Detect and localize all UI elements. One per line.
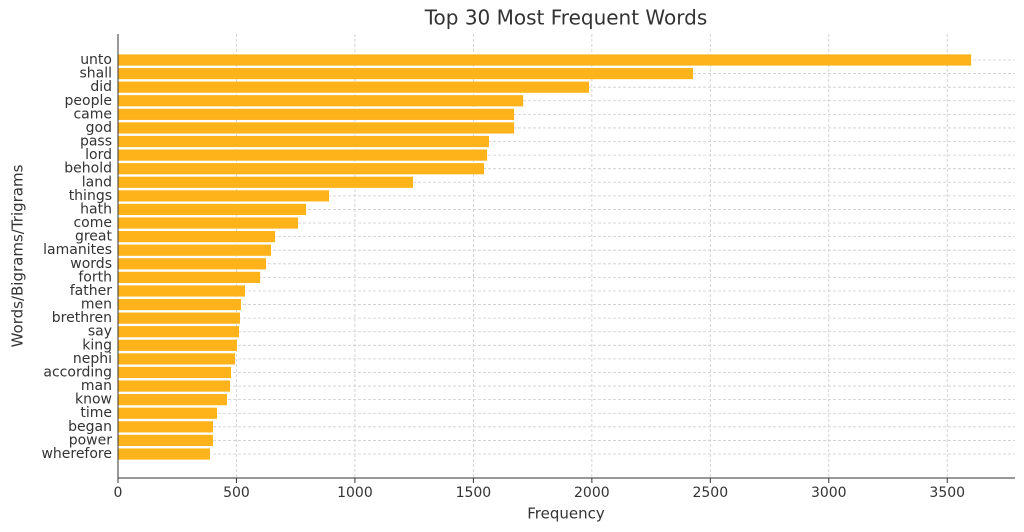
y-tick-label: man xyxy=(81,378,112,394)
y-tick-label: did xyxy=(90,79,112,95)
y-tick-label: wherefore xyxy=(41,446,112,462)
y-tick-label: nephi xyxy=(73,351,112,367)
bar xyxy=(118,434,214,447)
bar xyxy=(118,312,241,324)
y-tick-label: come xyxy=(73,215,112,231)
bar xyxy=(118,108,515,120)
bar xyxy=(118,244,272,256)
y-tick-label: great xyxy=(75,229,113,245)
bar xyxy=(118,217,299,229)
bar xyxy=(118,122,515,134)
y-tick-label: lord xyxy=(85,147,112,163)
y-tick-label: lamanites xyxy=(43,242,112,258)
x-tick-label: 0 xyxy=(114,485,123,501)
bar xyxy=(118,407,218,419)
y-tick-label: know xyxy=(75,392,112,408)
y-tick-label: hath xyxy=(80,201,112,217)
y-tick-label: behold xyxy=(64,161,112,177)
y-tick-label: shall xyxy=(79,66,112,82)
y-tick-label: power xyxy=(69,432,113,448)
y-axis-label: Words/Bigrams/Trigrams xyxy=(9,164,27,347)
x-tick-label: 500 xyxy=(223,485,250,501)
bar xyxy=(118,95,524,107)
bar xyxy=(118,149,488,161)
y-tick-label: things xyxy=(69,188,112,204)
y-tick-label: god xyxy=(86,120,112,136)
bar xyxy=(118,203,307,216)
x-axis-label: Frequency xyxy=(527,505,605,523)
bar xyxy=(118,421,214,433)
y-tick-label: brethren xyxy=(52,310,112,326)
chart-title: Top 30 Most Frequent Words xyxy=(424,6,708,30)
bar xyxy=(118,380,231,392)
bar xyxy=(118,298,241,311)
y-tick-label: pass xyxy=(80,134,112,150)
y-tick-label: forth xyxy=(78,269,112,285)
y-tick-label: words xyxy=(70,256,112,272)
bar xyxy=(118,81,590,93)
y-tick-label: men xyxy=(81,297,112,313)
bar xyxy=(118,176,413,188)
bar xyxy=(118,258,267,270)
bar xyxy=(118,231,276,243)
y-tick-label: unto xyxy=(80,52,112,68)
y-tick-label: time xyxy=(80,405,112,421)
y-tick-label: came xyxy=(73,106,112,122)
bar xyxy=(118,135,490,148)
y-tick-label: began xyxy=(68,419,112,435)
y-tick-label: people xyxy=(65,93,112,109)
bar xyxy=(118,353,236,365)
bar xyxy=(118,394,227,406)
y-tick-label: say xyxy=(88,324,112,340)
bar xyxy=(118,448,210,460)
bar xyxy=(118,339,237,351)
y-tick-label: father xyxy=(70,283,112,299)
bar xyxy=(118,54,972,66)
x-tick-label: 2000 xyxy=(574,485,610,501)
x-tick-label: 3500 xyxy=(929,485,965,501)
bar xyxy=(118,326,240,338)
bar xyxy=(118,190,330,202)
x-tick-label: 3000 xyxy=(811,485,847,501)
x-tick-label: 2500 xyxy=(692,485,728,501)
y-tick-label: according xyxy=(43,364,112,380)
y-tick-label: king xyxy=(82,337,112,353)
y-tick-label: land xyxy=(82,174,112,190)
bar xyxy=(118,163,485,175)
x-tick-label: 1000 xyxy=(337,485,373,501)
bar xyxy=(118,67,694,80)
bar xyxy=(118,271,261,283)
x-tick-label: 1500 xyxy=(456,485,492,501)
bar xyxy=(118,285,245,297)
bar xyxy=(118,366,232,379)
